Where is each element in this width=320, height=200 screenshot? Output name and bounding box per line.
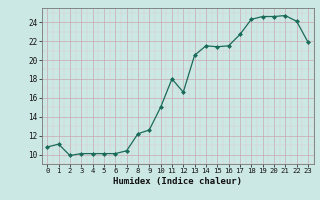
X-axis label: Humidex (Indice chaleur): Humidex (Indice chaleur) — [113, 177, 242, 186]
